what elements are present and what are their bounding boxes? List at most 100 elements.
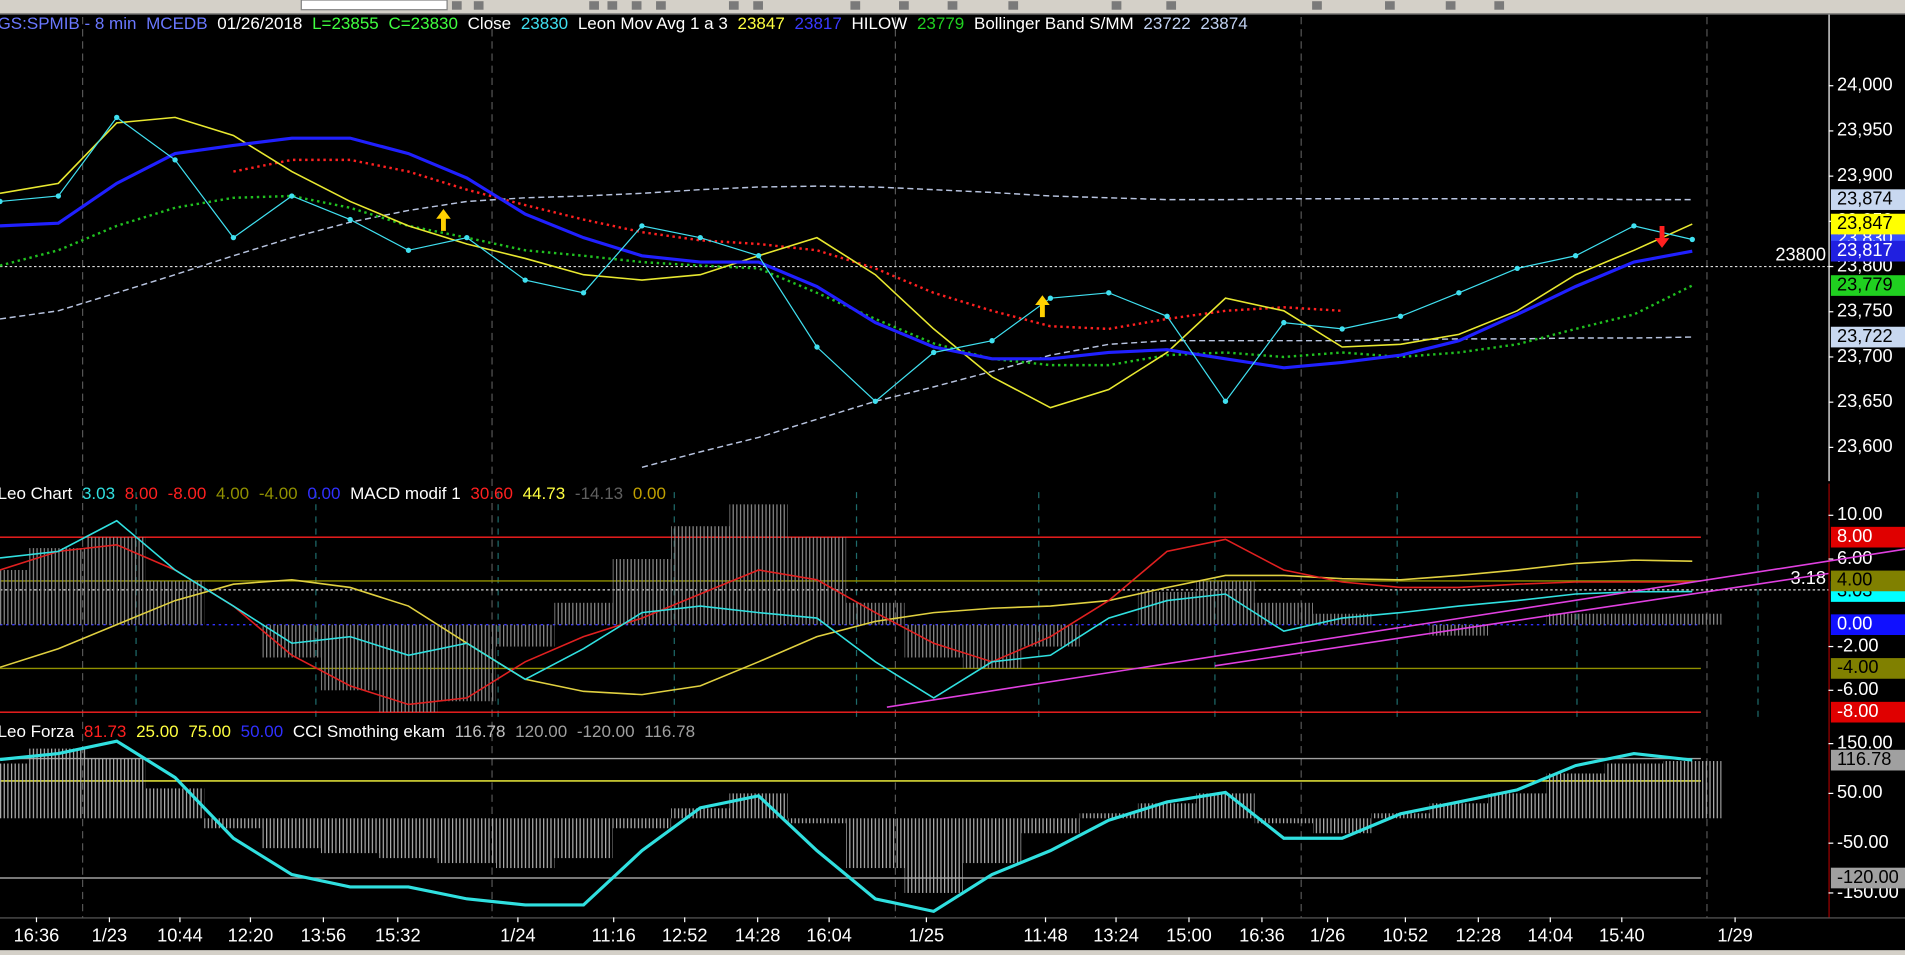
price-point [1339, 326, 1345, 332]
header-item: Leon Mov Avg 1 a 3 [578, 14, 728, 33]
x-tick-label: 11:48 [1023, 926, 1067, 946]
header-item: 4.00 [216, 484, 249, 503]
y-tick-label: 24,000 [1837, 75, 1893, 95]
histogram-bar [1604, 763, 1664, 819]
histogram-bar [1546, 613, 1605, 625]
x-tick-label: 1/29 [1717, 926, 1752, 946]
price-point [1106, 290, 1112, 296]
histogram-bar [1254, 602, 1313, 625]
histogram-bar [1546, 773, 1605, 819]
price-point [172, 157, 178, 163]
y-tick-label: -6.00 [1837, 679, 1879, 699]
series-line [0, 194, 1693, 367]
header-item: -14.13 [575, 484, 623, 503]
histogram-bar [262, 818, 321, 849]
plot-area [0, 504, 1829, 713]
histogram-bar [0, 763, 30, 819]
header-item: CCI Smothing ekam [293, 722, 445, 741]
series-line [0, 185, 1693, 320]
header-item: -120.00 [577, 722, 635, 741]
x-tick-label: 16:36 [14, 926, 60, 946]
histogram-bar [1079, 813, 1138, 819]
series-line [0, 136, 1693, 370]
header-item: 120.00 [515, 722, 567, 741]
histogram-bar [320, 624, 380, 691]
histogram-bar [437, 624, 497, 702]
histogram-bar [437, 818, 497, 864]
header-item: 75.00 [188, 722, 231, 741]
y-tick-label: 23,600 [1837, 436, 1893, 456]
histogram-bar [320, 818, 380, 854]
value-box [1830, 213, 1905, 235]
histogram-bar [1137, 803, 1197, 819]
header-item: 81.73 [84, 722, 127, 741]
price-point [522, 277, 528, 283]
panel: 23,60023,65023,70023,75023,80023,85023,9… [0, 14, 1905, 468]
histogram-bar [846, 818, 905, 869]
header-item: 0.00 [307, 484, 340, 503]
histogram-bar [1663, 613, 1722, 625]
histogram-bar [729, 504, 788, 625]
value-box-label: -4.00 [1837, 657, 1879, 677]
histogram-bar [1429, 624, 1489, 636]
header-item: 8.00 [125, 484, 158, 503]
plot-area [0, 114, 1829, 468]
value-box [1830, 867, 1905, 889]
price-point [1281, 319, 1287, 326]
price-point [872, 398, 878, 404]
price-point [289, 193, 295, 199]
price-point [464, 234, 470, 241]
histogram-bar [1021, 818, 1080, 834]
value-box-label: 23,817 [1837, 240, 1893, 260]
price-point [1164, 313, 1170, 319]
value-box [1830, 658, 1905, 679]
histogram-bar [29, 548, 88, 625]
price-point [1514, 265, 1520, 272]
price-point [580, 290, 587, 296]
x-tick-label: 13:24 [1093, 926, 1139, 946]
toolbar-icons [451, 1, 1505, 10]
header-item: MACD modif 1 [350, 484, 461, 503]
signal-arrows [436, 208, 1670, 318]
histogram-bar [145, 788, 205, 819]
histogram-bar [1021, 624, 1080, 647]
price-point [989, 338, 995, 344]
histogram-bar [1371, 813, 1430, 819]
x-tick-label: 10:52 [1383, 926, 1429, 946]
histogram-bar [904, 624, 963, 658]
y-tick-label: 50.00 [1837, 782, 1883, 802]
value-box-label: 23,847 [1837, 213, 1893, 233]
histogram-bar [612, 559, 672, 625]
histogram-bar [0, 569, 30, 625]
histogram-bar [1488, 793, 1547, 819]
header-item: 23847 [738, 14, 785, 33]
status-bar [0, 950, 1905, 955]
histogram-bar [1312, 613, 1372, 625]
symbol-box[interactable] [300, 0, 448, 11]
trend-lines [886, 548, 1905, 708]
plot-area [0, 739, 1722, 914]
value-box [1830, 701, 1905, 723]
price-point [1222, 398, 1229, 404]
histogram-bar [379, 624, 438, 713]
price-point [814, 344, 820, 350]
header-item: 3.03 [82, 484, 115, 503]
histogram-bar [496, 818, 555, 869]
value-box [1830, 570, 1905, 592]
histogram-bar [904, 818, 963, 893]
y-tick-label: 23,950 [1837, 120, 1893, 140]
price-point [1456, 290, 1462, 296]
y-tick-label: 23,900 [1837, 165, 1893, 185]
x-tick-label: 1/23 [92, 926, 127, 946]
histogram-bar [554, 818, 613, 859]
y-tick-label: -2.00 [1837, 635, 1879, 655]
histogram-bar [787, 537, 847, 625]
price-point [1047, 295, 1054, 301]
header-item: 116.78 [455, 722, 506, 741]
series-line [0, 559, 1693, 696]
histogram-bar [1137, 591, 1197, 625]
header-item: 44.73 [523, 484, 566, 503]
